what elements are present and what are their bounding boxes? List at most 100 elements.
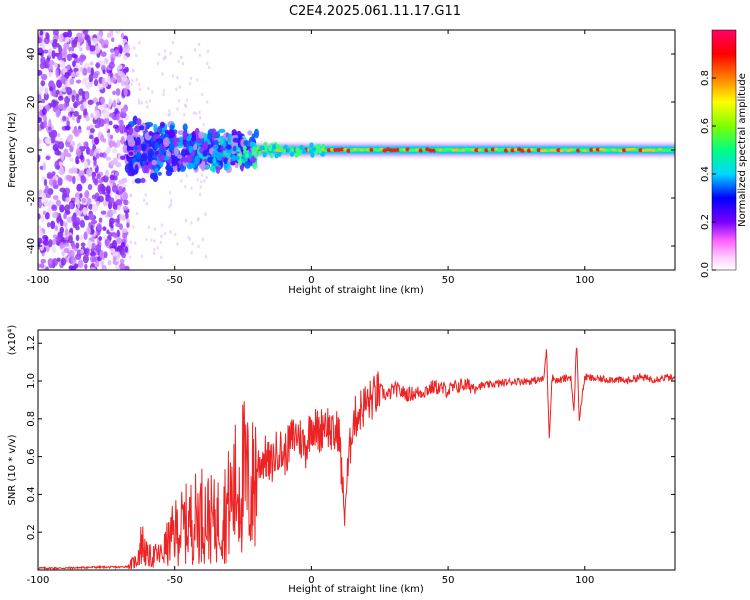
spectral-blob	[207, 132, 213, 140]
noise-blob	[109, 160, 115, 166]
noise-blob	[52, 195, 59, 201]
spectral-blob	[212, 150, 219, 158]
noise-blob	[91, 262, 95, 268]
snr-frame	[37, 329, 676, 571]
noise-blob	[188, 81, 192, 86]
spectral-blob	[188, 145, 193, 154]
carrier-blob	[421, 147, 427, 151]
noise-blob	[92, 37, 98, 46]
noise-blob	[80, 104, 85, 112]
colorbar-gradient	[711, 29, 737, 271]
carrier-blob	[392, 148, 397, 153]
noise-blob	[80, 242, 86, 247]
noise-blob	[118, 185, 123, 193]
noise-blob	[171, 40, 175, 45]
carrier-blob	[592, 148, 597, 152]
noise-blob	[168, 205, 171, 209]
noise-blob	[115, 222, 122, 228]
noise-blob	[82, 206, 88, 216]
noise-blob	[76, 183, 83, 192]
carrier-blob	[346, 148, 351, 153]
noise-blob	[114, 171, 119, 177]
noise-blob	[137, 98, 141, 103]
carrier-blob	[321, 143, 326, 149]
noise-blob	[63, 42, 70, 50]
noise-blob	[96, 101, 100, 106]
noise-blob	[126, 222, 130, 229]
spectral-blob	[169, 144, 175, 151]
spectral-blob	[238, 159, 243, 166]
noise-blob	[64, 242, 70, 247]
noise-blob	[75, 234, 80, 242]
noise-blob	[51, 212, 57, 218]
noise-blob	[48, 60, 55, 66]
noise-blob	[129, 240, 132, 244]
carrier-blob	[379, 147, 384, 151]
noise-blob	[49, 86, 53, 92]
noise-blob	[138, 40, 141, 45]
carrier-blob	[523, 148, 528, 152]
carrier-blob	[543, 149, 548, 153]
noise-blob	[63, 247, 70, 254]
carrier-blob	[490, 147, 496, 152]
noise-blob	[205, 175, 208, 179]
carrier-blob	[562, 147, 568, 151]
noise-blob	[55, 68, 59, 78]
noise-blob	[50, 129, 57, 139]
noise-blob	[59, 60, 66, 68]
noise-blob	[123, 199, 129, 206]
noise-blob	[79, 219, 85, 225]
carrier-blob	[356, 148, 361, 152]
noise-blob	[64, 204, 70, 213]
noise-blob	[39, 242, 45, 251]
x-tick-label: -100	[27, 575, 50, 586]
noise-blob	[52, 179, 57, 186]
carrier-blob	[283, 144, 288, 150]
noise-blob	[81, 197, 87, 204]
noise-blob	[47, 258, 54, 267]
noise-blob	[107, 259, 112, 266]
noise-blob	[55, 236, 62, 243]
colorbar-ticks: 0.0 0.2 0.4 0.6 0.8	[700, 70, 716, 278]
noise-blob	[116, 231, 121, 237]
spectral-blob	[218, 128, 226, 134]
noise-blob	[88, 221, 92, 228]
noise-blob	[109, 174, 115, 181]
noise-blob	[91, 242, 96, 251]
noise-blob	[72, 175, 76, 185]
noise-blob	[82, 77, 88, 82]
noise-blob	[146, 105, 149, 109]
noise-blob	[124, 246, 129, 254]
spectral-blob	[243, 161, 251, 169]
y-tick-label: 1.2	[26, 335, 37, 351]
spectral-blob	[213, 139, 219, 145]
noise-blob	[74, 100, 81, 106]
noise-blob	[197, 244, 200, 249]
noise-blob	[40, 56, 46, 65]
colorbar-tick-label: 0.4	[700, 166, 711, 182]
noise-blob	[153, 247, 156, 252]
noise-blob	[75, 70, 80, 78]
spectral-blob	[202, 149, 208, 157]
noise-blob	[38, 116, 43, 124]
noise-blob	[99, 104, 104, 110]
noise-blob	[196, 77, 199, 82]
noise-blob	[91, 194, 97, 200]
noise-blob	[38, 69, 43, 76]
noise-blob	[138, 82, 141, 87]
noise-blob	[117, 64, 123, 70]
noise-blob	[178, 85, 182, 89]
noise-blob	[42, 239, 49, 246]
noise-blob	[38, 224, 42, 231]
spectral-blob	[234, 162, 239, 169]
noise-blob	[195, 111, 198, 116]
noise-blob	[140, 254, 144, 259]
snr-series-line	[38, 347, 675, 570]
spectral-blob	[188, 133, 192, 139]
carrier-blob	[608, 148, 614, 152]
noise-blob	[147, 86, 150, 91]
noise-blob	[168, 109, 171, 113]
carrier-blob	[362, 148, 368, 152]
noise-blob	[108, 140, 114, 149]
